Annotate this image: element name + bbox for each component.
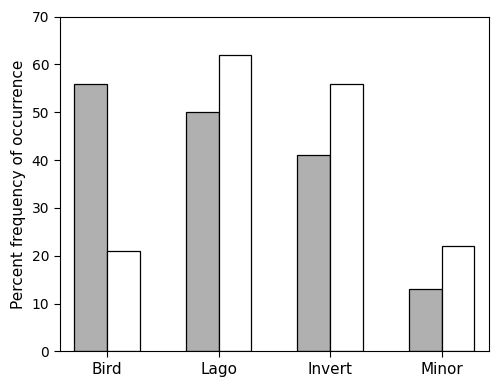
Bar xyxy=(298,155,330,352)
Bar xyxy=(218,55,251,352)
Bar xyxy=(107,251,140,352)
Bar xyxy=(186,112,218,352)
Bar xyxy=(330,83,362,352)
Bar xyxy=(409,289,442,352)
Y-axis label: Percent frequency of occurrence: Percent frequency of occurrence xyxy=(11,59,26,309)
Bar xyxy=(442,246,474,352)
Bar xyxy=(74,83,107,352)
